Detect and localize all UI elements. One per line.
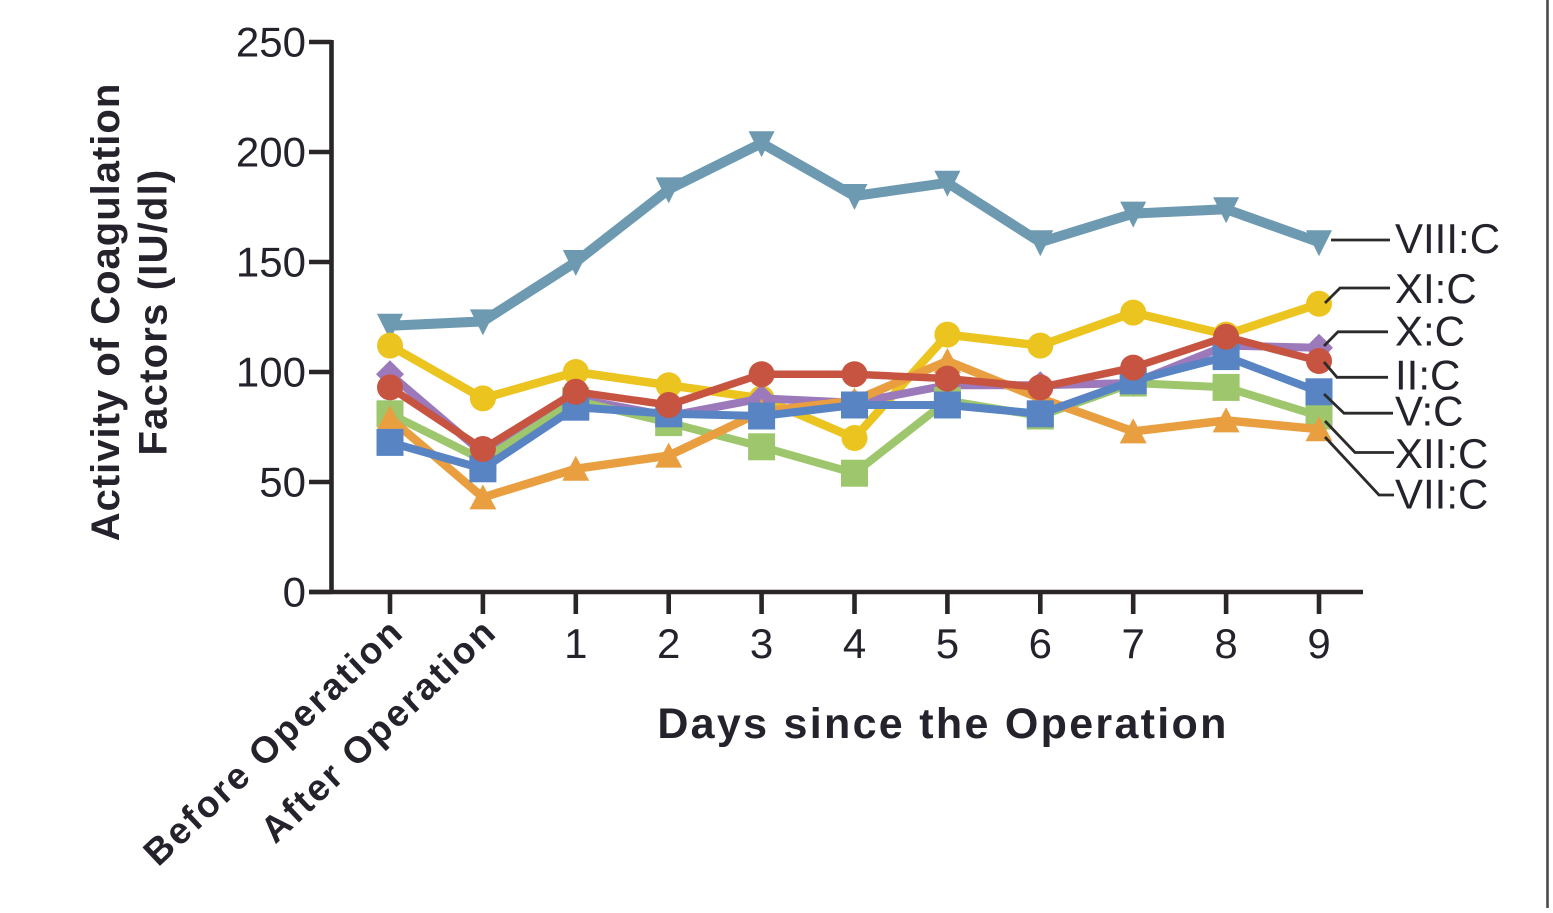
- svg-text:XII:C: XII:C: [1395, 430, 1488, 477]
- svg-text:Factors (IU/dl): Factors (IU/dl): [132, 169, 176, 456]
- svg-text:X:C: X:C: [1395, 307, 1465, 354]
- svg-text:5: 5: [936, 620, 959, 667]
- svg-text:250: 250: [236, 19, 306, 66]
- svg-text:150: 150: [236, 239, 306, 286]
- svg-text:6: 6: [1029, 620, 1052, 667]
- svg-text:8: 8: [1214, 620, 1237, 667]
- svg-text:7: 7: [1122, 620, 1145, 667]
- svg-text:XI:C: XI:C: [1395, 265, 1477, 312]
- svg-text:200: 200: [236, 129, 306, 176]
- svg-text:VII:C: VII:C: [1395, 470, 1488, 517]
- svg-text:100: 100: [236, 349, 306, 396]
- svg-text:1: 1: [564, 620, 587, 667]
- svg-text:V:C: V:C: [1395, 388, 1463, 435]
- svg-text:2: 2: [657, 620, 680, 667]
- svg-text:Activity of Coagulation: Activity of Coagulation: [84, 83, 128, 542]
- svg-text:II:C: II:C: [1395, 352, 1460, 399]
- svg-text:4: 4: [843, 620, 866, 667]
- svg-text:VIII:C: VIII:C: [1395, 215, 1500, 262]
- svg-text:0: 0: [283, 569, 306, 616]
- svg-text:9: 9: [1307, 620, 1330, 667]
- svg-text:Days since the Operation: Days since the Operation: [657, 700, 1228, 748]
- svg-text:3: 3: [750, 620, 773, 667]
- svg-text:50: 50: [259, 459, 306, 506]
